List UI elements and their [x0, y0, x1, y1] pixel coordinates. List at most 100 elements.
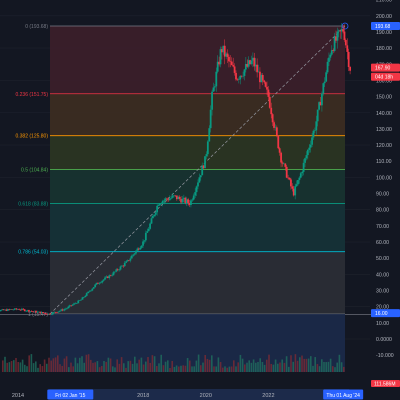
volume-bar — [244, 364, 246, 372]
candle-body — [208, 128, 211, 142]
candle-body — [149, 223, 151, 229]
price-tag-label: 167.90 — [375, 66, 391, 72]
volume-bar — [312, 365, 314, 372]
candle-body — [161, 200, 164, 204]
candle-body — [278, 148, 281, 153]
candle-body — [95, 282, 98, 285]
y-tick-label: 210.00 — [376, 0, 392, 4]
candle-body — [206, 141, 209, 155]
candle-body — [116, 269, 119, 271]
y-tick-label: 10.00 — [376, 321, 389, 327]
candle-body — [63, 309, 66, 311]
candle-body — [297, 180, 299, 185]
volume-bar — [230, 366, 233, 372]
candle-body — [253, 57, 256, 67]
candle-body — [21, 308, 23, 310]
candle-body — [259, 71, 261, 83]
candle-body — [147, 228, 150, 232]
x-tick-label: 2014 — [12, 393, 24, 399]
volume-bar — [15, 357, 17, 372]
candle-body — [190, 200, 192, 206]
candle-body — [188, 202, 191, 206]
volume-bar — [83, 362, 85, 372]
volume-bar — [151, 355, 154, 372]
volume-bar — [114, 367, 116, 372]
candle-body — [312, 130, 315, 138]
volume-bar — [250, 362, 253, 372]
candle-body — [30, 311, 33, 312]
volume-bar — [266, 359, 268, 372]
candle-body — [290, 179, 292, 187]
price-tag-label: 193.68 — [375, 24, 391, 30]
candle-body — [50, 314, 53, 315]
volume-bar — [120, 357, 123, 372]
candle-body — [285, 166, 288, 178]
volume-bar — [327, 361, 330, 372]
fib-band-0618-0786 — [50, 203, 345, 252]
candle-body — [166, 198, 168, 200]
candle-body — [91, 288, 94, 291]
candle-body — [11, 309, 13, 310]
volume-bar — [70, 362, 72, 372]
trend-handle-icon[interactable] — [341, 22, 349, 30]
volume-bar — [103, 360, 105, 372]
candle-body — [113, 271, 116, 273]
volume-bar — [329, 358, 332, 372]
volume-bar — [277, 363, 279, 372]
range-end-label: Thu 01 Aug '24 — [326, 393, 360, 399]
volume-bar — [118, 363, 121, 372]
candle-body — [33, 310, 36, 312]
volume-bar — [213, 366, 215, 372]
candle-body — [146, 231, 149, 233]
volume-bar — [131, 363, 134, 372]
candle-body — [35, 310, 37, 313]
volume-bar — [257, 361, 259, 372]
volume-bar — [202, 362, 204, 372]
candle-body — [108, 275, 111, 279]
x-tick-label: 2020 — [200, 393, 212, 399]
candle-body — [181, 198, 184, 203]
candle-body — [18, 309, 20, 310]
candle-body — [298, 177, 301, 181]
candle-body — [154, 212, 157, 215]
volume-bar — [338, 354, 341, 372]
trend-line — [49, 25, 346, 315]
time-range-highlight — [49, 389, 350, 400]
candle-body — [44, 313, 47, 314]
y-tick-label: 180.00 — [376, 46, 392, 52]
candle-body — [194, 192, 197, 196]
candle-body — [223, 45, 226, 57]
candle-body — [54, 311, 57, 313]
volume-bar — [252, 359, 255, 372]
y-tick-label: 60.00 — [376, 240, 389, 246]
range-end-tag — [323, 389, 364, 400]
candle-body — [111, 275, 113, 276]
candle-body — [305, 155, 308, 159]
candle-body — [40, 312, 43, 314]
volume-bar — [182, 365, 184, 372]
candle-body — [0, 310, 2, 312]
volume-bar — [6, 362, 8, 372]
candle-body — [53, 311, 56, 313]
candle-body — [68, 305, 71, 307]
candle-body — [288, 177, 291, 180]
volume-bar — [301, 355, 303, 372]
y-tick-label: 150.00 — [376, 95, 392, 101]
price-tag-label: 04d 18h — [375, 75, 393, 81]
candle-body — [123, 262, 126, 267]
candle-body — [28, 310, 30, 312]
volume-bar — [2, 360, 4, 372]
volume-bar — [321, 359, 323, 372]
volume-bar — [109, 358, 112, 372]
volume-bar — [208, 359, 211, 372]
fib-label-0382: 0.382 (125.80) — [15, 134, 48, 140]
volume-bar — [204, 355, 206, 372]
volume-bar — [134, 356, 136, 372]
candle-body — [201, 165, 204, 176]
candle-body — [204, 156, 206, 169]
volume-bar — [307, 358, 310, 372]
candle-body — [26, 310, 29, 311]
candle-body — [98, 283, 101, 284]
